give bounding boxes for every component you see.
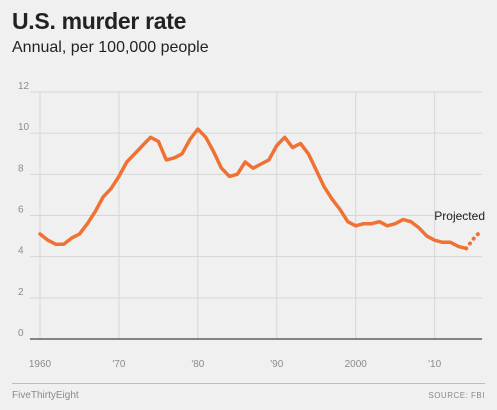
x-tick-label: '70 xyxy=(112,359,125,370)
x-tick-label: '10 xyxy=(428,359,441,370)
y-tick-label: 12 xyxy=(18,81,30,92)
x-tick-label: 2000 xyxy=(345,359,368,370)
murder-rate-series-line xyxy=(38,127,468,251)
line-chart: 0 2 4 6 8 10 12 1960 '70 '80 '90 2000 '10 Projected xyxy=(18,81,485,370)
y-tick-label: 2 xyxy=(18,287,24,298)
data-lines xyxy=(38,127,484,251)
y-tick-label: 10 xyxy=(18,122,30,133)
y-tick-label: 4 xyxy=(18,246,24,257)
y-tick-label: 0 xyxy=(18,328,24,339)
chart-subtitle: Annual, per 100,000 people xyxy=(12,39,209,56)
y-axis-tick-labels: 0 2 4 6 8 10 12 xyxy=(18,81,30,339)
x-tick-label: 1960 xyxy=(29,359,52,370)
y-tick-label: 8 xyxy=(18,163,24,174)
projected-annotation: Projected xyxy=(434,209,485,223)
y-tick-label: 6 xyxy=(18,205,24,216)
footer-source: SOURCE: FBI xyxy=(428,391,485,400)
x-axis-tick-labels: 1960 '70 '80 '90 2000 '10 xyxy=(29,359,442,370)
footer-divider xyxy=(12,383,485,384)
chart-title: U.S. murder rate xyxy=(12,8,187,34)
x-tick-label: '80 xyxy=(191,359,204,370)
chart-annotations: Projected xyxy=(434,209,485,223)
projected-series-line xyxy=(464,227,484,251)
footer-credit: FiveThirtyEight xyxy=(12,390,79,401)
horizontal-gridlines xyxy=(30,91,482,340)
x-tick-label: '90 xyxy=(270,359,283,370)
